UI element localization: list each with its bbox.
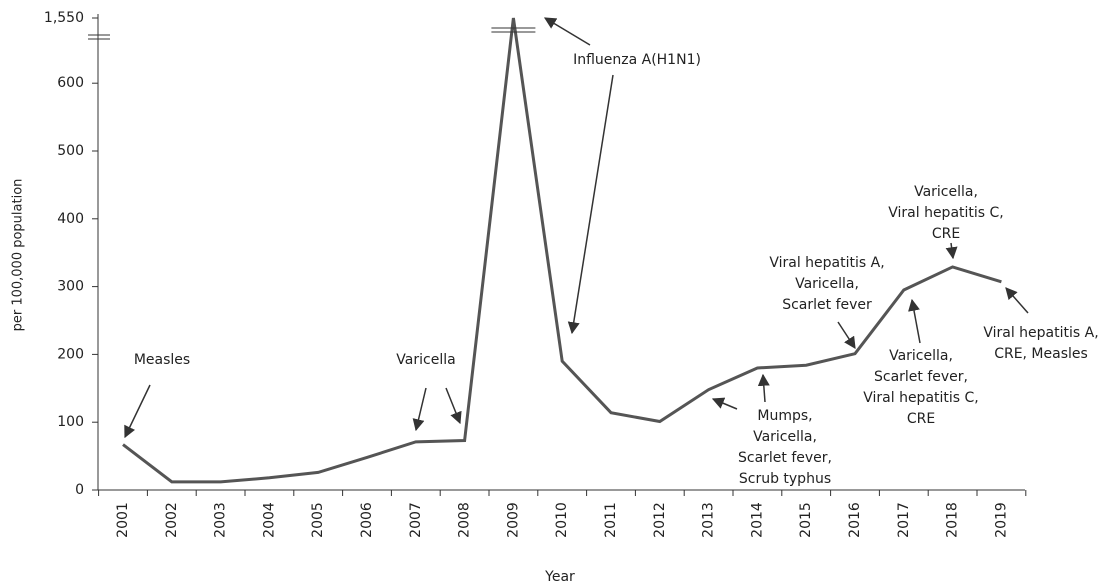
annotation-arrow <box>711 397 738 410</box>
data-line <box>122 17 1002 484</box>
x-tick-label: 2002 <box>164 502 180 538</box>
annotation: Mumps, <box>757 408 812 424</box>
annotation: Viral hepatitis A, <box>769 255 884 271</box>
annotation: CRE <box>907 411 935 427</box>
annotation: Varicella <box>396 352 455 368</box>
y-tick-label: 500 <box>57 143 84 159</box>
annotation-arrow <box>543 17 591 46</box>
annotation: Varicella, <box>889 348 953 364</box>
y-tick-label: 100 <box>57 414 84 430</box>
x-tick-label: 2007 <box>408 502 424 538</box>
x-tick-label: 2013 <box>701 502 717 538</box>
annotation-arrow <box>567 74 614 335</box>
annotation: Viral hepatitis C, <box>863 390 979 406</box>
x-tick-label: 2008 <box>457 502 473 538</box>
x-tick-label: 2014 <box>749 502 765 538</box>
x-tick-label: 2003 <box>213 502 229 538</box>
annotation: Scarlet fever, <box>874 369 968 385</box>
annotation: CRE, Measles <box>994 346 1088 362</box>
annotation: Varicella, <box>914 184 978 200</box>
annotation-arrow <box>837 321 856 350</box>
annotation-arrow <box>445 387 462 425</box>
annotation: CRE <box>932 226 960 242</box>
annotation-arrow <box>1005 287 1029 314</box>
y-tick-label: 1,550 <box>44 10 84 26</box>
x-tick-label: 2012 <box>652 502 668 538</box>
annotation: Varicella, <box>795 276 859 292</box>
y-axis-label: per 100,000 population <box>11 179 26 332</box>
x-tick-label: 2016 <box>847 502 863 538</box>
annotation-arrow <box>908 298 921 344</box>
y-tick-label: 600 <box>57 75 84 91</box>
annotation: Viral hepatitis A, <box>983 325 1098 341</box>
annotation: Viral hepatitis C, <box>888 205 1004 221</box>
y-tick-label: 200 <box>57 346 84 362</box>
annotation-arrow <box>124 384 151 439</box>
x-tick-label: 2009 <box>505 502 521 538</box>
x-tick-label: 2011 <box>603 502 619 538</box>
x-tick-label: 2019 <box>993 502 1009 538</box>
x-tick-label: 2001 <box>115 502 131 538</box>
x-tick-label: 2017 <box>896 502 912 538</box>
annotation-arrow <box>945 242 958 260</box>
annotation: Varicella, <box>753 429 817 445</box>
annotation: Influenza A(H1N1) <box>573 52 701 68</box>
x-tick-label: 2005 <box>310 502 326 538</box>
x-tick-label: 2015 <box>798 502 814 538</box>
annotation: Measles <box>134 352 190 368</box>
x-tick-label: 2004 <box>261 502 277 538</box>
annotation: Scrub typhus <box>739 471 831 487</box>
y-tick-label: 0 <box>75 482 84 498</box>
y-tick-label: 400 <box>57 211 84 227</box>
x-tick-label: 2018 <box>945 502 961 538</box>
annotation-arrow <box>757 373 770 403</box>
x-axis-label: Year <box>544 569 575 585</box>
annotation-arrow <box>412 387 427 432</box>
x-tick-label: 2010 <box>554 502 570 538</box>
x-tick-label: 2006 <box>359 502 375 538</box>
y-tick-label: 300 <box>57 279 84 295</box>
annotation: Scarlet fever <box>782 297 872 313</box>
annotation: Scarlet fever, <box>738 450 832 466</box>
